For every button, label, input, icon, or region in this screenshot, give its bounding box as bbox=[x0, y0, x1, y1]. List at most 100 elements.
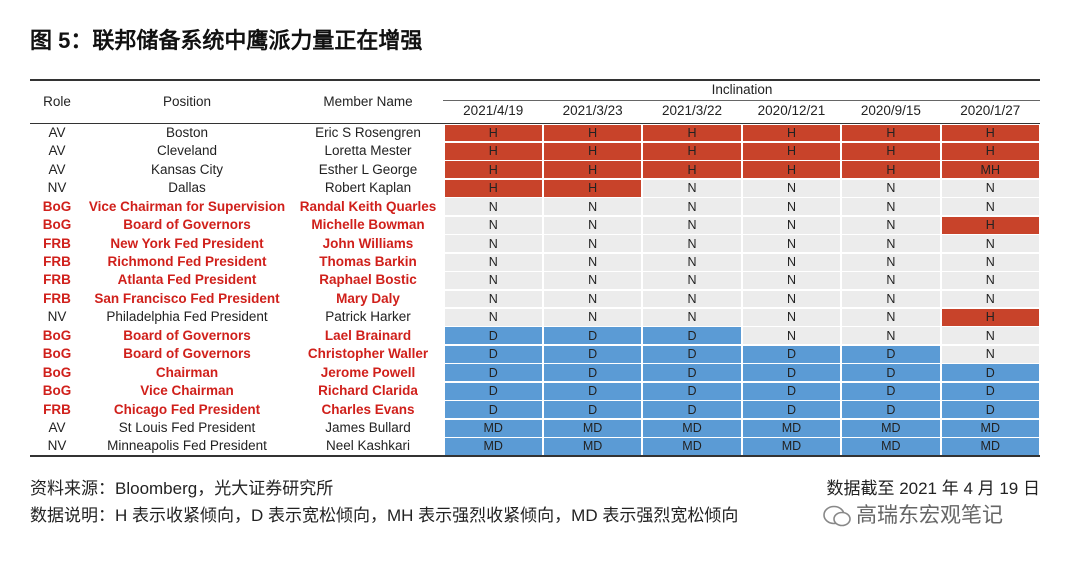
inclination: N bbox=[687, 199, 697, 214]
inclination-cell bbox=[842, 438, 940, 456]
inclination-cell bbox=[742, 382, 841, 400]
inclination: N bbox=[886, 236, 896, 251]
inclination: N bbox=[886, 273, 896, 288]
position: Board of Governors bbox=[123, 327, 251, 343]
inclination: N bbox=[786, 236, 796, 251]
inclination-cell bbox=[941, 198, 1039, 216]
inclination-cell bbox=[941, 401, 1039, 419]
date-header: 2021/4/19 bbox=[463, 103, 524, 118]
inclination: H bbox=[786, 162, 796, 177]
inclination: N bbox=[687, 273, 697, 288]
group-header: Inclination bbox=[711, 82, 773, 97]
inclination: N bbox=[786, 254, 796, 269]
inclination-cell bbox=[742, 272, 841, 290]
inclination-cell bbox=[543, 327, 642, 345]
inclination-cell bbox=[444, 345, 542, 363]
inclination-cell bbox=[444, 401, 542, 419]
inclination: N bbox=[488, 273, 498, 288]
inclination: D bbox=[488, 328, 498, 343]
inclination: N bbox=[687, 218, 697, 233]
inclination: MD bbox=[980, 439, 1001, 454]
inclination-cell bbox=[842, 327, 940, 345]
member-name: Jerome Powell bbox=[320, 364, 416, 380]
inclination-cell bbox=[543, 345, 642, 363]
inclination: D bbox=[786, 365, 796, 380]
position: Board of Governors bbox=[123, 346, 251, 362]
date-header: 2020/1/27 bbox=[960, 103, 1021, 118]
inclination-cell bbox=[842, 364, 940, 382]
inclination-cell bbox=[543, 179, 642, 197]
member-name: Thomas Barkin bbox=[319, 253, 417, 269]
inclination-cell bbox=[842, 235, 940, 253]
position: Boston bbox=[165, 124, 209, 140]
inclination-cell bbox=[444, 327, 542, 345]
inclination: H bbox=[488, 181, 498, 196]
inclination-cell bbox=[444, 309, 542, 326]
inclination: H bbox=[786, 144, 796, 159]
position: St Louis Fed President bbox=[118, 420, 256, 435]
date-header: 2020/12/21 bbox=[757, 103, 826, 118]
inclination: H bbox=[886, 162, 896, 177]
inclination: N bbox=[488, 236, 498, 251]
inclination: H bbox=[985, 310, 995, 325]
inclination: D bbox=[886, 384, 896, 399]
inclination: N bbox=[886, 218, 896, 233]
inclination: N bbox=[786, 199, 796, 214]
inclination-cell bbox=[842, 345, 940, 363]
inclination-cell bbox=[444, 161, 542, 179]
inclination: D bbox=[786, 402, 796, 417]
inclination: N bbox=[985, 273, 995, 288]
position: Chairman bbox=[155, 364, 219, 380]
inclination-cell bbox=[842, 382, 940, 400]
inclination-cell bbox=[742, 364, 841, 382]
inclination-cell bbox=[643, 345, 741, 363]
inclination-cell bbox=[643, 124, 741, 142]
inclination-cell bbox=[842, 309, 940, 326]
inclination-cell bbox=[842, 253, 940, 271]
watermark-icon bbox=[823, 505, 851, 527]
role: NV bbox=[47, 180, 67, 196]
note: 数据说明：H 表示收紧倾向，D 表示宽松倾向，MH 表示强烈收紧倾向，MD 表示… bbox=[30, 506, 739, 525]
inclination: D bbox=[985, 365, 995, 380]
inclination: D bbox=[687, 347, 697, 362]
inclination: N bbox=[588, 199, 598, 214]
inclination: D bbox=[588, 402, 598, 417]
inclination: D bbox=[588, 365, 598, 380]
role: FRB bbox=[43, 253, 71, 269]
role: BoG bbox=[42, 217, 72, 233]
inclination-cell bbox=[643, 309, 741, 326]
member-name: Esther L George bbox=[318, 161, 418, 177]
inclination-cell bbox=[742, 179, 841, 197]
inclination-cell bbox=[842, 290, 940, 308]
inclination: N bbox=[985, 199, 995, 214]
bottom-rule bbox=[30, 455, 1040, 457]
inclination-cell bbox=[643, 253, 741, 271]
inclination-cell bbox=[941, 179, 1039, 197]
inclination: N bbox=[786, 291, 796, 306]
role: NV bbox=[47, 438, 67, 454]
member-name: Richard Clarida bbox=[318, 383, 418, 399]
inclination: N bbox=[985, 181, 995, 196]
inclination-cell bbox=[543, 216, 642, 234]
inclination: N bbox=[488, 254, 498, 269]
inclination: D bbox=[488, 347, 498, 362]
inclination: N bbox=[687, 310, 697, 325]
inclination: N bbox=[985, 236, 995, 251]
inclination-cell bbox=[742, 327, 841, 345]
inclination: N bbox=[488, 199, 498, 214]
inclination: H bbox=[588, 181, 598, 196]
position: Atlanta Fed President bbox=[117, 272, 257, 288]
inclination: D bbox=[886, 365, 896, 380]
inclination-cell bbox=[543, 364, 642, 382]
inclination: D bbox=[488, 384, 498, 399]
inclination: N bbox=[588, 273, 598, 288]
inclination: N bbox=[985, 328, 995, 343]
inclination: D bbox=[488, 365, 498, 380]
inclination-cell bbox=[543, 142, 642, 160]
inclination-cell bbox=[941, 309, 1039, 326]
role: FRB bbox=[43, 235, 71, 251]
position: Philadelphia Fed President bbox=[106, 309, 268, 325]
inclination-cell bbox=[444, 124, 542, 142]
inclination: H bbox=[588, 144, 598, 159]
inclination-cell bbox=[643, 272, 741, 290]
